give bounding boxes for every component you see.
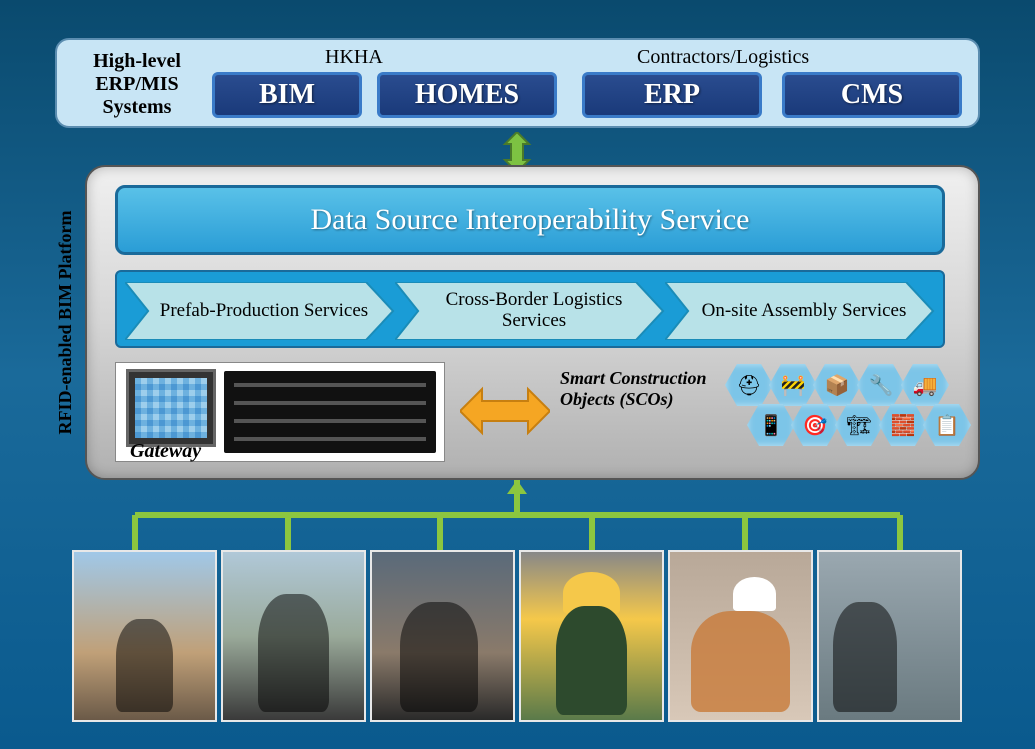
hex-icon: ⛑ bbox=[725, 364, 773, 406]
hex-icon: 🧱 bbox=[879, 404, 927, 446]
group-label-hkha: HKHA bbox=[325, 46, 383, 69]
service-prefab-label: Prefab-Production Services bbox=[134, 301, 386, 322]
connector-tree bbox=[80, 480, 955, 555]
service-assembly-label: On-site Assembly Services bbox=[676, 301, 925, 322]
services-row: Prefab-Production Services Cross-Border … bbox=[115, 270, 945, 348]
gateway-label: Gateway bbox=[130, 440, 201, 463]
hex-icon: 🚧 bbox=[769, 364, 817, 406]
system-cms: CMS bbox=[782, 72, 962, 118]
top-panel-title: High-level ERP/MIS Systems bbox=[67, 50, 207, 119]
service-prefab: Prefab-Production Services bbox=[125, 282, 395, 340]
gateway-server-icon bbox=[224, 371, 436, 453]
construction-photo bbox=[668, 550, 813, 722]
gateway-device: Gateway bbox=[115, 362, 445, 462]
gateway-monitor-icon bbox=[126, 369, 216, 447]
system-homes: HOMES bbox=[377, 72, 557, 118]
construction-photo bbox=[221, 550, 366, 722]
hex-icon: 📦 bbox=[813, 364, 861, 406]
hex-icon: 🚚 bbox=[901, 364, 949, 406]
sco-hex-grid: ⛑ 🚧 📦 🔧 🚚 📱 🎯 🏗 🧱 📋 bbox=[725, 360, 955, 468]
system-erp: ERP bbox=[582, 72, 762, 118]
sco-label: Smart Construction Objects (SCOs) bbox=[560, 368, 720, 409]
construction-photo bbox=[370, 550, 515, 722]
photo-strip bbox=[72, 550, 962, 722]
construction-photo bbox=[519, 550, 664, 722]
hex-icon: 🎯 bbox=[791, 404, 839, 446]
service-logistics: Cross-Border Logistics Services bbox=[395, 282, 665, 340]
hex-icon: 🔧 bbox=[857, 364, 905, 406]
dsis-bar: Data Source Interoperability Service bbox=[115, 185, 945, 255]
top-erp-panel: High-level ERP/MIS Systems HKHA Contract… bbox=[55, 38, 980, 128]
group-label-contractors: Contractors/Logistics bbox=[637, 46, 809, 69]
bim-platform-side-label: RFID-enabled BIM Platform bbox=[55, 165, 76, 480]
hex-icon: 🏗 bbox=[835, 404, 883, 446]
system-bim: BIM bbox=[212, 72, 362, 118]
construction-photo bbox=[817, 550, 962, 722]
service-logistics-label: Cross-Border Logistics Services bbox=[395, 290, 665, 332]
gateway-sco-biarrow bbox=[460, 385, 550, 437]
hex-icon: 📱 bbox=[747, 404, 795, 446]
construction-photo bbox=[72, 550, 217, 722]
service-assembly: On-site Assembly Services bbox=[665, 282, 935, 340]
